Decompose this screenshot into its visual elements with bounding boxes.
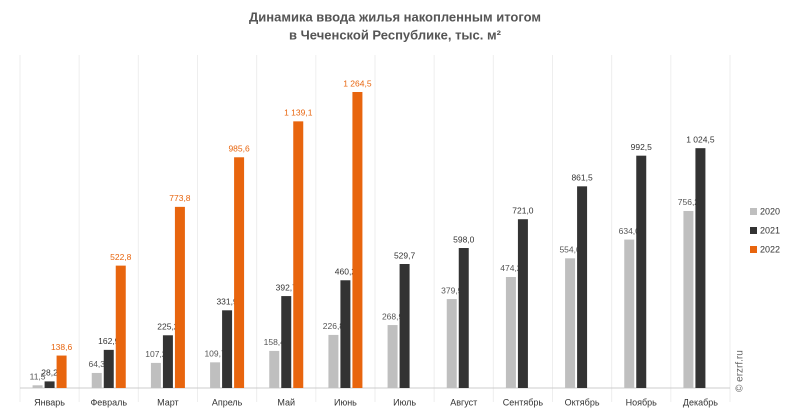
value-label: 474,2 <box>500 263 522 273</box>
bar <box>695 148 706 388</box>
bar <box>387 325 398 388</box>
x-tick-label: Август <box>450 397 477 407</box>
x-tick-label: Апрель <box>212 397 243 407</box>
value-label: 992,5 <box>631 142 653 152</box>
bar <box>505 276 516 388</box>
bar <box>115 265 126 388</box>
x-tick-label: Декабрь <box>683 397 718 407</box>
bar <box>174 206 185 388</box>
value-label: 773,8 <box>169 193 191 203</box>
value-label: 392,7 <box>276 282 298 292</box>
bar <box>281 296 292 388</box>
value-label: 162,9 <box>98 336 120 346</box>
value-label: 460,2 <box>335 267 357 277</box>
x-tick-label: Май <box>277 397 295 407</box>
value-label: 529,7 <box>394 250 416 260</box>
x-tick-label: Ноябрь <box>626 397 658 407</box>
value-label: 11,5 <box>30 372 46 382</box>
value-label: 138,6 <box>51 342 73 352</box>
value-label: 1 139,1 <box>284 108 313 118</box>
value-label: 268,9 <box>382 311 404 321</box>
legend-swatch <box>750 227 757 234</box>
value-label: 1 024,5 <box>686 134 715 144</box>
bar <box>577 186 588 388</box>
bar <box>162 335 173 388</box>
value-label: 634,0 <box>619 226 641 236</box>
bar <box>565 258 576 388</box>
value-label: 985,6 <box>228 144 250 154</box>
legend-swatch <box>750 208 757 215</box>
bar <box>352 92 363 388</box>
legend-label: 2022 <box>760 244 780 254</box>
bar <box>399 264 410 388</box>
value-label: 721,0 <box>512 205 534 215</box>
bar <box>636 155 647 388</box>
x-tick-label: Июль <box>393 397 416 407</box>
bar <box>328 334 339 388</box>
x-tick-label: Октябрь <box>565 397 600 407</box>
x-tick-label: Январь <box>34 397 65 407</box>
x-tick-label: Сентябрь <box>503 397 544 407</box>
bar <box>210 362 221 388</box>
x-tick-label: Июнь <box>334 397 357 407</box>
value-label: 1 264,5 <box>343 78 372 88</box>
x-tick-label: Февраль <box>90 397 127 407</box>
value-label: 756,2 <box>678 197 700 207</box>
bar <box>32 385 43 388</box>
value-label: 598,0 <box>453 234 475 244</box>
value-label: 64,3 <box>88 359 105 369</box>
bar <box>91 372 102 388</box>
value-label: 109,7 <box>204 349 226 359</box>
value-label: 379,9 <box>441 285 463 295</box>
value-label: 107,2 <box>145 349 167 359</box>
bar <box>234 157 245 388</box>
bar <box>150 362 161 388</box>
value-label: 226,8 <box>323 321 345 331</box>
value-label: 554,0 <box>559 245 581 255</box>
bar <box>269 350 280 388</box>
value-label: 225,2 <box>157 322 179 332</box>
legend-swatch <box>750 246 757 253</box>
value-label: 331,9 <box>216 297 238 307</box>
x-tick-label: Март <box>157 397 179 407</box>
value-label: 861,5 <box>571 173 593 183</box>
bar <box>103 349 114 388</box>
bar <box>458 248 469 388</box>
bar <box>340 280 351 388</box>
bar <box>446 299 457 388</box>
bar <box>222 310 233 388</box>
value-label: 28,2 <box>41 368 58 378</box>
bar <box>293 121 304 388</box>
bar <box>624 239 635 388</box>
value-label: 522,8 <box>110 252 132 262</box>
chart-title: Динамика ввода жилья накопленным итогом <box>249 9 541 24</box>
bar <box>517 219 528 388</box>
bar <box>683 210 694 388</box>
legend-label: 2020 <box>760 206 780 216</box>
chart-title: в Чеченской Республике, тыс. м² <box>289 27 502 42</box>
bar <box>44 381 55 388</box>
bar <box>56 355 67 388</box>
watermark: © erzrf.ru <box>735 350 746 392</box>
value-label: 158,4 <box>264 337 286 347</box>
legend-label: 2021 <box>760 225 780 235</box>
